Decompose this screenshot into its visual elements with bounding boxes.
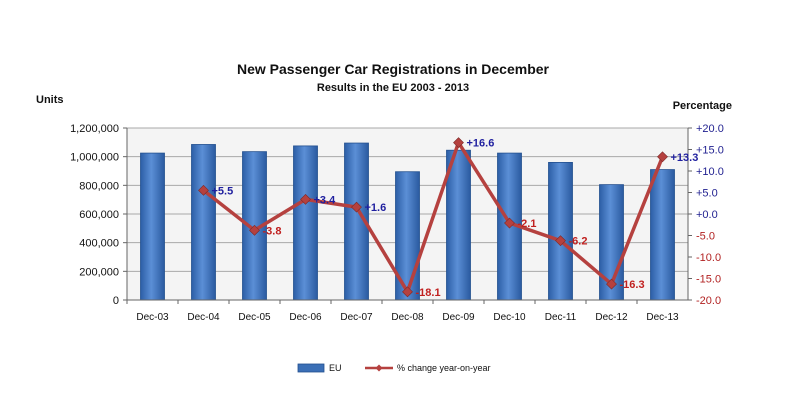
data-label-pct: -3.8 bbox=[263, 225, 282, 237]
bar-eu-Dec-04 bbox=[191, 144, 216, 301]
bar-eu-Dec-03 bbox=[140, 152, 165, 301]
right-tick-label: -5.0 bbox=[696, 231, 715, 243]
x-tick-label: Dec-06 bbox=[289, 312, 322, 323]
line-marker-Dec-13 bbox=[657, 151, 668, 163]
data-label-pct: +16.6 bbox=[467, 138, 495, 150]
right-tick-label: -20.0 bbox=[696, 295, 721, 307]
data-labels: +5.5 -3.8 +3.4 +1.6 -18.1 +16.6 -2.1 -6.2 -16.3 +… bbox=[212, 138, 699, 299]
line-series-pct-change bbox=[198, 137, 668, 298]
left-axis-title: Units bbox=[36, 94, 64, 106]
axes: 0 200,000 400,000 600,000 800,000 1,000,000 1,… bbox=[70, 123, 724, 323]
right-tick-label: +5.0 bbox=[696, 188, 718, 200]
line-marker-Dec-10 bbox=[504, 217, 515, 229]
line-pct-change bbox=[202, 140, 665, 294]
x-tick-label: Dec-11 bbox=[545, 312, 577, 323]
x-tick-label: Dec-10 bbox=[493, 312, 526, 323]
left-tick-label: 200,000 bbox=[79, 266, 119, 278]
left-tick-label: 1,000,000 bbox=[70, 152, 119, 164]
chart-title: New Passenger Car Registrations in Decem… bbox=[237, 61, 550, 77]
x-tick-label: Dec-08 bbox=[391, 312, 424, 323]
data-label-pct: +13.3 bbox=[671, 152, 699, 164]
x-tick-label: Dec-12 bbox=[595, 312, 628, 323]
legend: EU % change year-on-year bbox=[297, 363, 491, 373]
line-marker-Dec-04 bbox=[198, 184, 209, 196]
data-label-pct: +1.6 bbox=[365, 202, 387, 214]
line-marker-Dec-08 bbox=[402, 286, 413, 298]
line-marker-Dec-05 bbox=[249, 224, 260, 236]
right-tick-label: +10.0 bbox=[696, 166, 724, 178]
bar-eu-Dec-09 bbox=[446, 149, 471, 301]
legend-label-eu: EU bbox=[329, 363, 342, 373]
right-tick-label: +20.0 bbox=[696, 123, 724, 135]
legend-label-pct: % change year-on-year bbox=[397, 363, 491, 373]
data-label-pct: +5.5 bbox=[212, 185, 234, 197]
left-tick-label: 1,200,000 bbox=[70, 123, 119, 135]
legend-swatch-eu bbox=[297, 363, 325, 373]
x-tick-label: Dec-13 bbox=[646, 312, 679, 323]
x-tick-label: Dec-04 bbox=[187, 312, 220, 323]
chart-subtitle: Results in the EU 2003 - 2013 bbox=[317, 82, 469, 94]
right-tick-label: +15.0 bbox=[696, 145, 724, 157]
left-tick-label: 800,000 bbox=[79, 180, 119, 192]
data-label-pct: -16.3 bbox=[620, 279, 645, 291]
right-tick-label: -10.0 bbox=[696, 252, 721, 264]
line-marker-Dec-11 bbox=[555, 235, 566, 247]
data-label-pct: -2.1 bbox=[518, 218, 537, 230]
right-tick-label: -15.0 bbox=[696, 274, 721, 286]
right-axis-title: Percentage bbox=[673, 100, 732, 112]
data-label-pct: +3.4 bbox=[314, 194, 337, 206]
left-tick-label: 600,000 bbox=[79, 209, 119, 221]
legend-marker-pct bbox=[375, 364, 383, 372]
x-tick-label: Dec-05 bbox=[238, 312, 271, 323]
x-tick-label: Dec-07 bbox=[340, 312, 373, 323]
line-marker-Dec-06 bbox=[300, 193, 311, 205]
data-label-pct: -6.2 bbox=[569, 236, 588, 248]
left-tick-label: 0 bbox=[113, 295, 119, 307]
bar-eu-Dec-06 bbox=[293, 145, 318, 301]
bar-eu-Dec-13 bbox=[650, 169, 675, 301]
x-tick-label: Dec-03 bbox=[136, 312, 169, 323]
left-tick-label: 400,000 bbox=[79, 238, 119, 250]
line-marker-Dec-12 bbox=[606, 278, 617, 290]
right-tick-label: +0.0 bbox=[696, 209, 718, 221]
line-marker-Dec-09 bbox=[453, 137, 464, 149]
x-tick-label: Dec-09 bbox=[442, 312, 475, 323]
bar-eu-Dec-11 bbox=[548, 161, 573, 301]
line-marker-Dec-07 bbox=[351, 201, 362, 213]
data-label-pct: -18.1 bbox=[416, 287, 441, 299]
